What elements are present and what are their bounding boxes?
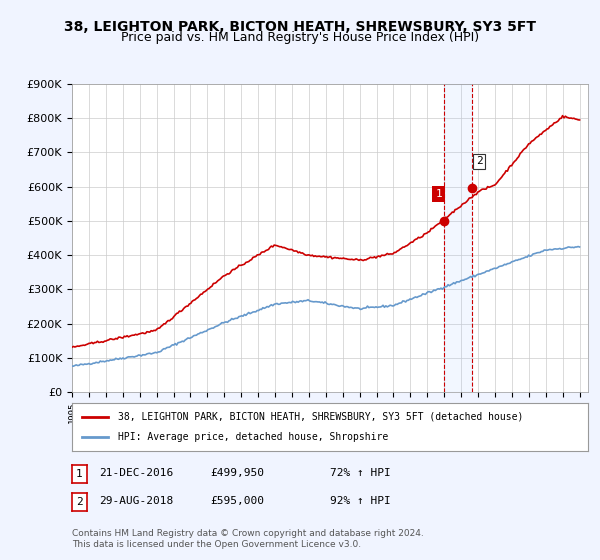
Text: 2: 2 — [476, 156, 482, 166]
Bar — [443, 84, 472, 392]
Text: 72% ↑ HPI: 72% ↑ HPI — [330, 468, 391, 478]
Text: Price paid vs. HM Land Registry's House Price Index (HPI): Price paid vs. HM Land Registry's House … — [121, 31, 479, 44]
Text: 29-AUG-2018: 29-AUG-2018 — [99, 496, 173, 506]
Text: 38, LEIGHTON PARK, BICTON HEATH, SHREWSBURY, SY3 5FT: 38, LEIGHTON PARK, BICTON HEATH, SHREWSB… — [64, 20, 536, 34]
Text: £595,000: £595,000 — [210, 496, 264, 506]
Text: 38, LEIGHTON PARK, BICTON HEATH, SHREWSBURY, SY3 5FT (detached house): 38, LEIGHTON PARK, BICTON HEATH, SHREWSB… — [118, 412, 524, 422]
Text: £499,950: £499,950 — [210, 468, 264, 478]
Text: HPI: Average price, detached house, Shropshire: HPI: Average price, detached house, Shro… — [118, 432, 389, 442]
Text: 21-DEC-2016: 21-DEC-2016 — [99, 468, 173, 478]
Text: 1: 1 — [76, 469, 83, 479]
Text: 1: 1 — [435, 189, 442, 199]
Text: 92% ↑ HPI: 92% ↑ HPI — [330, 496, 391, 506]
Text: Contains HM Land Registry data © Crown copyright and database right 2024.
This d: Contains HM Land Registry data © Crown c… — [72, 529, 424, 549]
Text: 2: 2 — [76, 497, 83, 507]
